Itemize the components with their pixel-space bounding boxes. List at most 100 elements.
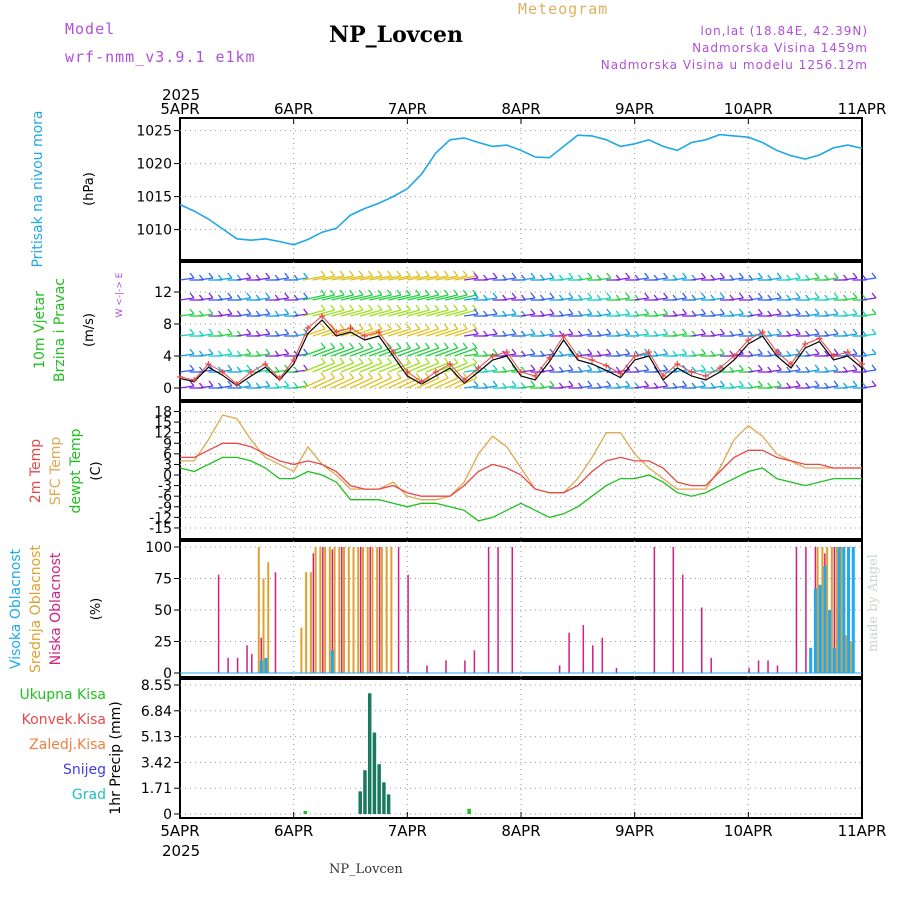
- wind-barb: [824, 353, 839, 357]
- wind-barb: [634, 385, 649, 389]
- wind-speed-line: [179, 319, 863, 387]
- wind-barb: [331, 377, 354, 389]
- x-tick-label-top: 7APR: [388, 100, 427, 118]
- wind-gust-marker: [404, 369, 411, 375]
- wind-barb-flag: [663, 364, 669, 371]
- y-tick-label: 25: [154, 635, 172, 651]
- wind-barb: [653, 353, 668, 357]
- wind-barb-flag: [284, 292, 290, 299]
- wind-barb-flag: [472, 304, 478, 311]
- wind-barb: [672, 297, 687, 301]
- wind-barb-flag: [472, 357, 478, 364]
- wind-barb: [520, 313, 536, 317]
- low-cloud-bar: [558, 665, 561, 673]
- wind-barb: [274, 333, 289, 337]
- wind-barb-flag: [472, 289, 478, 296]
- temp-axis-sublabel: SFC Temp: [48, 437, 64, 506]
- wind-barb: [331, 347, 354, 357]
- temp-axis-label: 2m Temp: [28, 439, 44, 503]
- low-cloud-bar: [445, 660, 447, 673]
- wind-gust-marker: [290, 357, 297, 363]
- wind-barb-flag: [549, 308, 555, 315]
- cloud-unit-label: (%): [89, 598, 104, 621]
- wind-barb-flag: [738, 380, 744, 387]
- wind-barb-flag: [644, 308, 650, 315]
- wind-barb-flag: [284, 308, 290, 315]
- wind-barb: [501, 277, 517, 281]
- wind-barb-flag: [644, 328, 650, 335]
- wind-barb-flag: [320, 323, 326, 330]
- wind-barb-flag: [606, 380, 612, 387]
- wind-barb-flag: [682, 292, 688, 299]
- wind-barb: [198, 353, 214, 357]
- x-tick-label-bottom: 10APR: [724, 822, 773, 840]
- wind-barb-flag: [738, 328, 744, 335]
- y-tick-label: 50: [154, 603, 172, 619]
- low-cloud-bar: [795, 547, 798, 673]
- wind-barb: [786, 333, 801, 337]
- wind-barb-flag: [530, 348, 536, 355]
- wind-gust-marker: [233, 381, 240, 387]
- wind-barb-flag: [339, 372, 345, 379]
- wind-barb: [464, 385, 479, 389]
- wind-barb: [407, 377, 430, 389]
- wind-barb: [274, 369, 289, 373]
- wind-barb-flag: [396, 304, 402, 311]
- precip-legend-item: Konvek.Kisa: [22, 712, 106, 728]
- wind-barb: [653, 313, 668, 317]
- wind-barb: [748, 353, 763, 357]
- wind-barb-flag: [473, 292, 479, 299]
- wind-barb-flag: [208, 380, 214, 387]
- temp-axis-sublabel2: dewpt Temp: [68, 428, 84, 513]
- low-cloud-bar: [582, 625, 585, 673]
- high-cloud-bar: [828, 610, 832, 673]
- wind-barb: [634, 369, 649, 373]
- wind-barb-flag: [462, 357, 468, 364]
- wind-barb-flag: [738, 272, 744, 279]
- x-tick-label-bottom: 7APR: [388, 822, 427, 840]
- wind-barb: [483, 333, 498, 337]
- mid-cloud-bar: [333, 547, 336, 673]
- wind-barb: [596, 369, 611, 373]
- wind-barb-flag: [208, 348, 214, 355]
- low-cloud-bar: [653, 547, 656, 673]
- wind-barb: [198, 297, 214, 301]
- wind-barb-flag: [330, 357, 336, 364]
- wind-barb: [369, 362, 392, 373]
- wind-barb: [350, 377, 373, 389]
- wind-barb-flag: [473, 380, 479, 387]
- low-cloud-bar: [497, 547, 499, 673]
- wind-barb: [369, 275, 392, 281]
- low-cloud-bar: [511, 547, 514, 673]
- wind-barb-flag: [644, 380, 650, 387]
- wind-barb: [483, 385, 498, 389]
- wind-barb-flag: [320, 357, 326, 364]
- wind-barb: [615, 353, 630, 357]
- wind-barb: [786, 277, 801, 281]
- wind-barb: [255, 385, 270, 389]
- wind-gust-marker: [276, 375, 283, 382]
- wind-barb-flag: [227, 348, 233, 355]
- wind-barb-flag: [511, 292, 517, 299]
- wind-barb: [435, 347, 458, 357]
- wind-gust-marker: [731, 353, 738, 359]
- wind-barb-flag: [757, 308, 763, 315]
- y-tick-label: 18: [154, 405, 172, 421]
- pressure-unit-label: (hPa): [82, 172, 97, 206]
- wind-barb-flag: [776, 272, 782, 279]
- precip-legend-item: Grad: [72, 787, 106, 803]
- precip-bar: [303, 810, 308, 814]
- wind-barb-flag: [682, 328, 688, 335]
- wind-barb: [501, 369, 517, 373]
- wind-barb-flag: [284, 380, 290, 387]
- wind-barb: [558, 277, 573, 281]
- wind-barb-flag: [833, 328, 839, 335]
- wind-gust-marker: [546, 354, 553, 361]
- wind-barb-flag: [320, 289, 326, 296]
- wind-barb-flag: [415, 342, 421, 349]
- wind-barb-flag: [473, 272, 479, 279]
- wind-barb: [407, 294, 430, 301]
- wind-gust-marker: [716, 365, 723, 371]
- wind-gust-marker: [660, 373, 667, 379]
- wind-barb-flag: [719, 380, 725, 387]
